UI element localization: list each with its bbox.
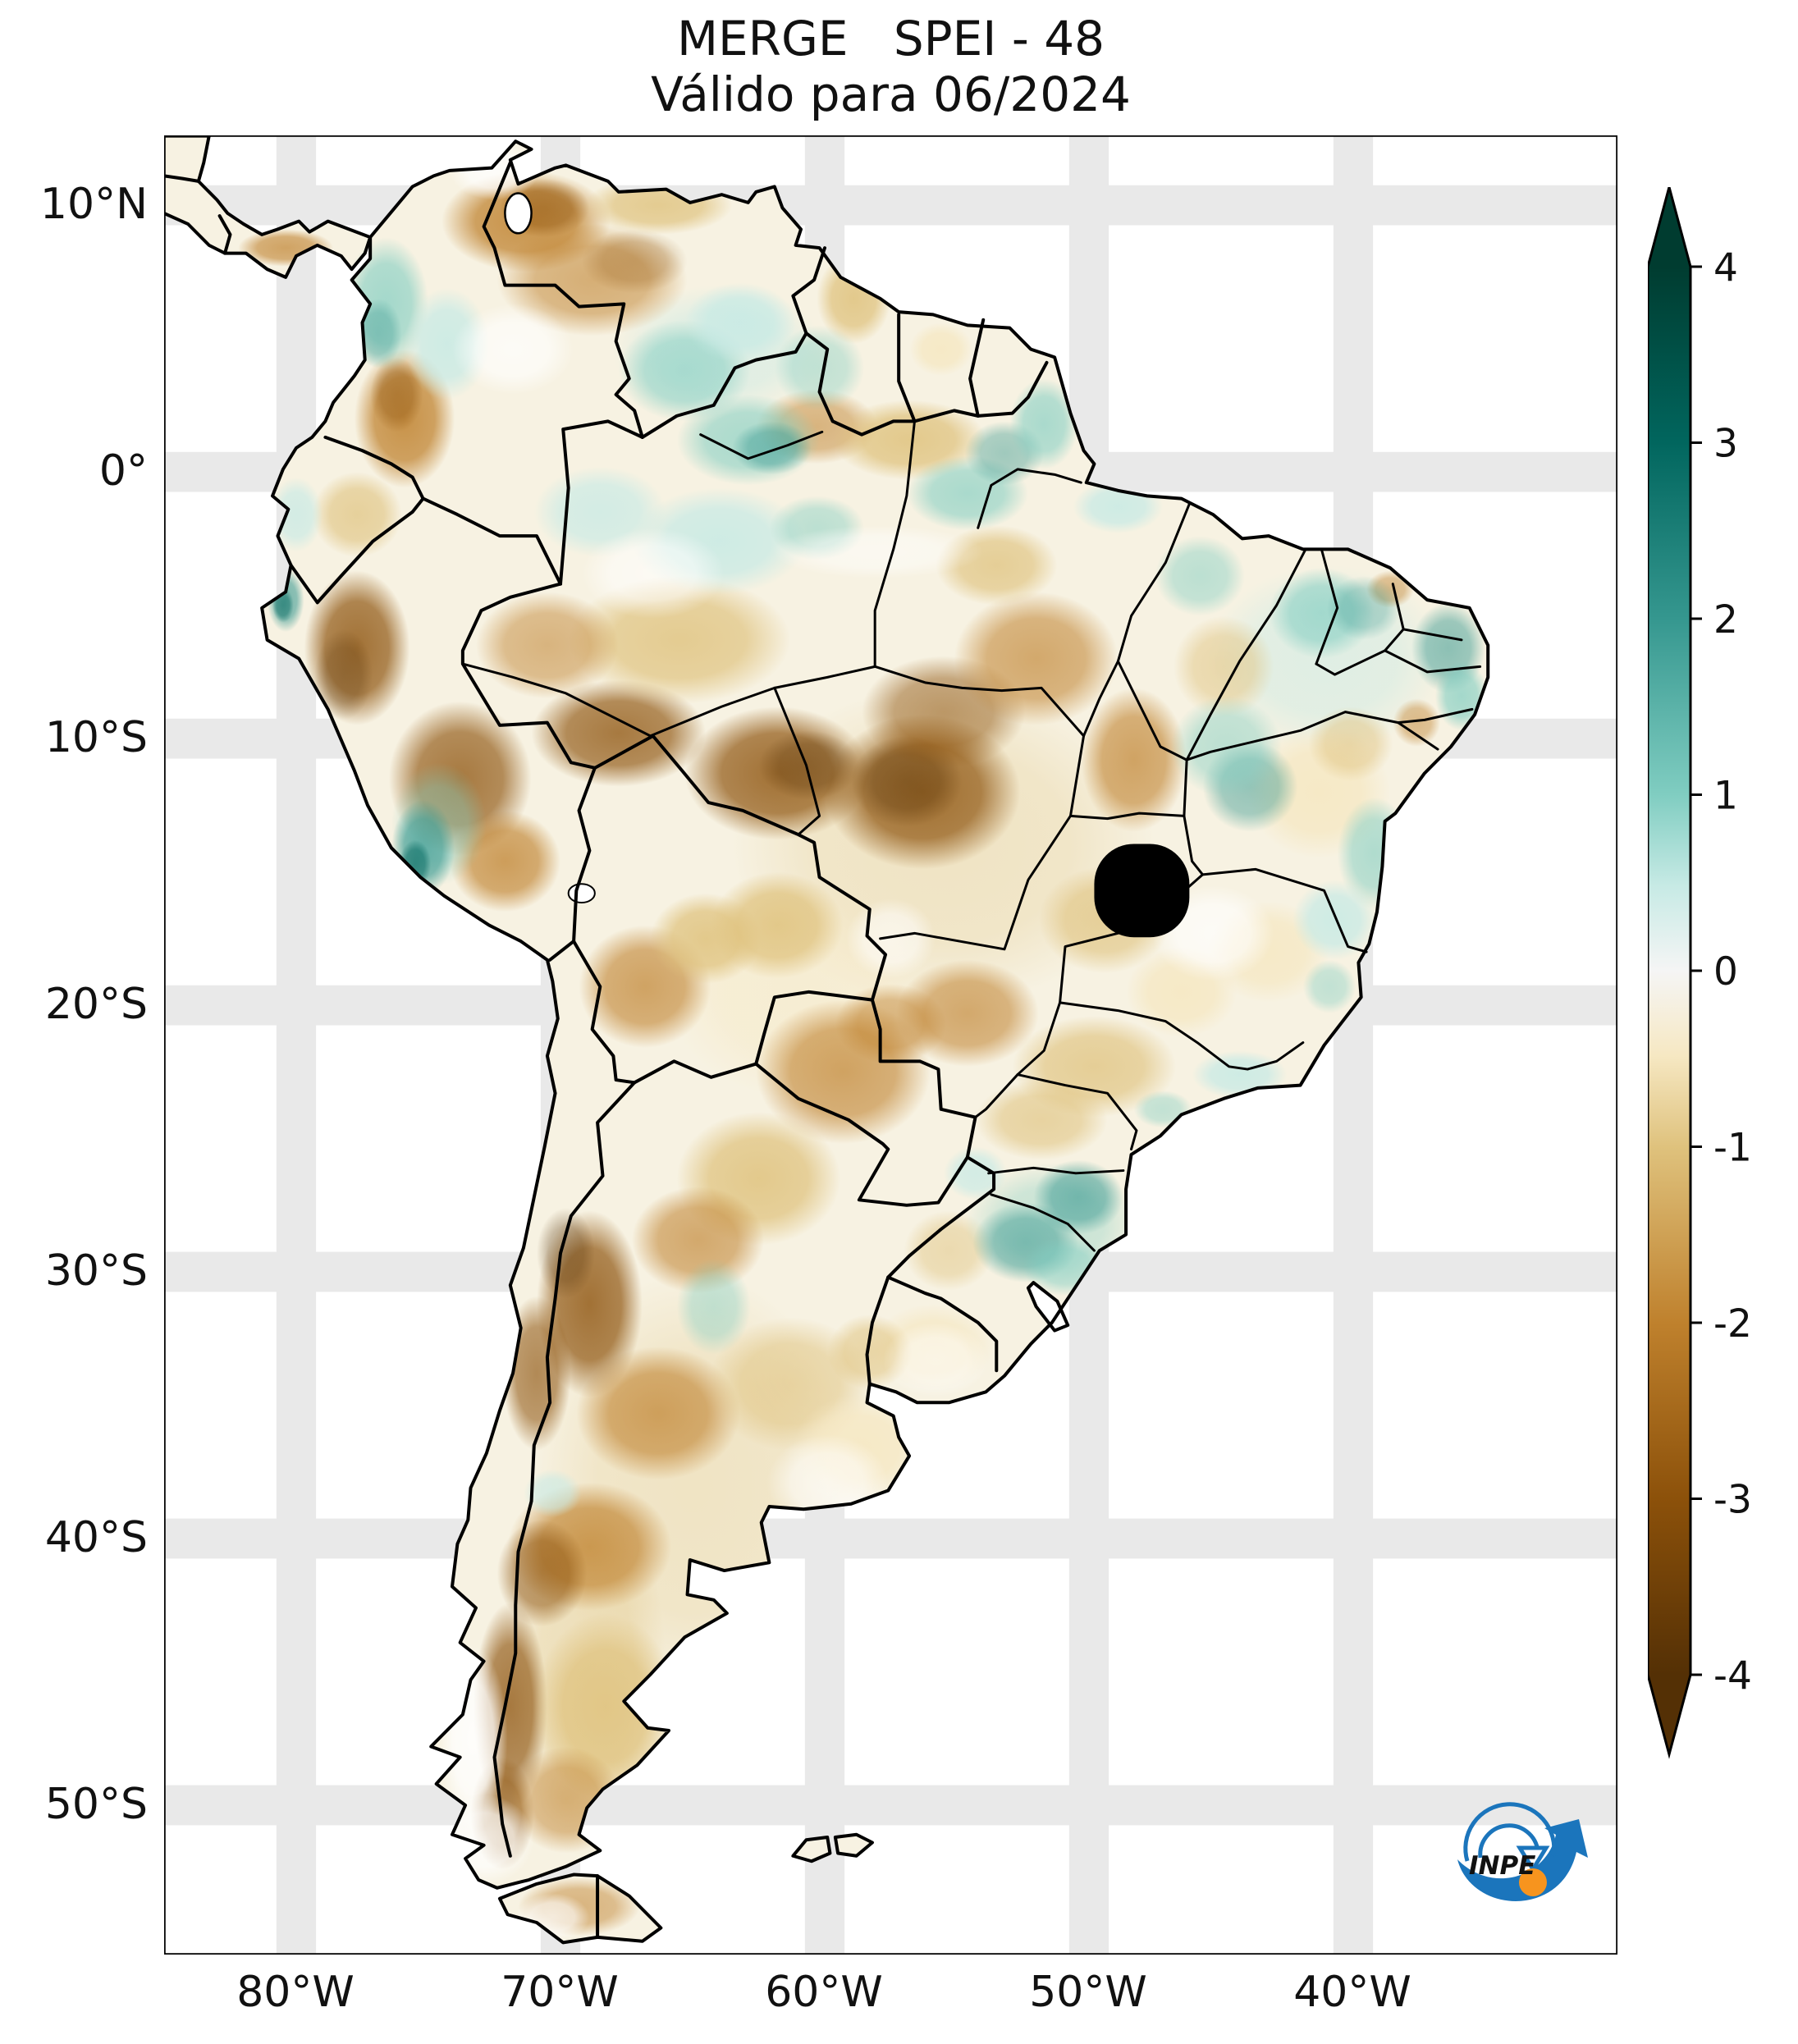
cb-label-m3: -3: [1713, 1478, 1752, 1523]
figure-title: MERGE SPEI - 48 Válido para 06/2024: [164, 11, 1617, 123]
cb-label-1: 1: [1713, 774, 1738, 819]
cb-label-m2: -2: [1713, 1301, 1752, 1347]
colorbar-svg: 4 3 2 1 0 -1 -2 -3 -4: [1646, 182, 1752, 1759]
country-borders: [164, 162, 1046, 1936]
colorbar-gradient-bar: [1646, 182, 1692, 1759]
inpe-logo-svg: INPE: [1457, 1782, 1588, 1901]
lon-tick-50w: 50°W: [1029, 1968, 1147, 2017]
lon-tick-80w: 80°W: [236, 1968, 355, 2017]
inpe-logo-orange-ball-icon: [1519, 1868, 1547, 1896]
cb-label-2: 2: [1713, 597, 1738, 642]
inpe-logo-outer-arc-icon: [1466, 1804, 1554, 1861]
cb-label-m1: -1: [1713, 1126, 1752, 1171]
lat-tick-20s: 20°S: [44, 979, 148, 1029]
inpe-logo: INPE: [1434, 1782, 1599, 1915]
lon-tick-70w: 70°W: [501, 1968, 619, 2017]
coastlines: [164, 136, 1488, 1943]
colorbar-ticks: [1690, 265, 1702, 1676]
lat-tick-0: 0°: [98, 446, 148, 496]
inpe-logo-down-arrow-icon: [1516, 1845, 1550, 1873]
lat-tick-40s: 40°S: [44, 1512, 148, 1562]
lon-tick-60w: 60°W: [765, 1968, 883, 2017]
title-line-2: Válido para 06/2024: [651, 66, 1131, 122]
colorbar: 4 3 2 1 0 -1 -2 -3 -4: [1646, 182, 1796, 1763]
title-line-1: MERGE SPEI - 48: [676, 11, 1105, 66]
cb-label-3: 3: [1713, 422, 1738, 467]
state-borders: [463, 421, 1480, 1251]
cb-label-4: 4: [1713, 245, 1738, 290]
lat-tick-10n: 10°N: [39, 179, 148, 229]
lat-tick-50s: 50°S: [44, 1779, 148, 1829]
inpe-logo-text: INPE: [1469, 1851, 1535, 1881]
spei-map: [164, 135, 1617, 1955]
lat-tick-10s: 10°S: [44, 712, 148, 762]
cb-label-m4: -4: [1713, 1653, 1752, 1699]
lat-tick-30s: 30°S: [44, 1246, 148, 1296]
cb-label-0: 0: [1713, 949, 1738, 995]
inpe-logo-inner-arc-icon: [1480, 1826, 1538, 1858]
spei-map-svg: [164, 135, 1617, 1955]
lon-tick-40w: 40°W: [1293, 1968, 1411, 2017]
colorbar-labels: 4 3 2 1 0 -1 -2 -3 -4: [1713, 245, 1752, 1699]
